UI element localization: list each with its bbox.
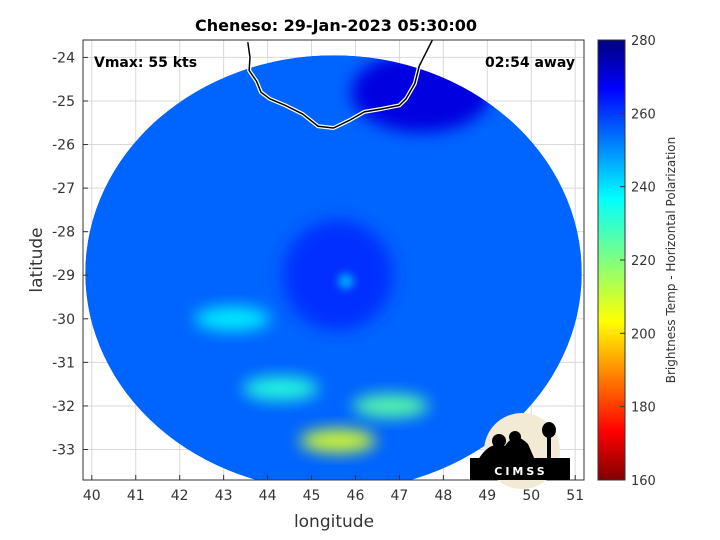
colorbar-label: Brightness Temp - Horizontal Polarizatio… — [664, 137, 678, 384]
y-axis-ticks: -24 -25 -26 -27 -28 -29 -30 -31 -32 -33 — [52, 50, 88, 459]
x-tick-label: 47 — [391, 488, 409, 504]
rainband — [352, 393, 429, 418]
colorbar: 160 180 200 220 240 260 280 Brightness Temp - … — [597, 34, 678, 489]
cimss-logo: CIMSS — [470, 413, 570, 489]
plot-frame — [82, 39, 585, 481]
logo-text: CIMSS — [494, 465, 547, 478]
x-tick-label: 46 — [347, 488, 365, 504]
rainband — [194, 306, 271, 331]
y-tick-label: -31 — [52, 355, 75, 371]
y-tick-label: -27 — [52, 181, 75, 197]
colorbar-tick-label: 260 — [631, 107, 656, 122]
colorbar-ticks: 160 180 200 220 240 260 280 — [620, 34, 656, 489]
colorbar-tick-label: 220 — [631, 254, 656, 269]
x-tick-label: 51 — [566, 488, 584, 504]
y-tick-label: -29 — [52, 268, 75, 284]
x-tick-label: 44 — [259, 488, 277, 504]
x-axis-ticks: 40 41 42 43 44 45 46 47 48 49 50 51 — [83, 475, 584, 504]
rainband — [242, 376, 319, 401]
eyewall-region — [282, 220, 393, 331]
x-tick-label: 40 — [83, 488, 101, 504]
y-tick-label: -28 — [52, 225, 75, 241]
x-tick-label: 49 — [478, 488, 496, 504]
colorbar-tick-label: 240 — [631, 181, 656, 196]
x-axis-label: longitude — [294, 512, 374, 532]
x-tick-label: 50 — [522, 488, 540, 504]
y-tick-label: -32 — [52, 399, 75, 415]
x-tick-label: 42 — [171, 488, 189, 504]
colorbar-tick-label: 200 — [631, 327, 656, 342]
y-tick-label: -33 — [52, 443, 75, 459]
eye-warm-spot — [337, 273, 354, 290]
colorbar-tick-label: 180 — [631, 401, 656, 416]
y-tick-label: -30 — [52, 312, 75, 328]
time-away-annotation: 02:54 away — [485, 55, 575, 71]
swath-field — [85, 55, 582, 480]
y-tick-label: -26 — [52, 138, 75, 154]
y-tick-label: -25 — [52, 94, 75, 110]
x-tick-label: 45 — [303, 488, 321, 504]
rainband — [299, 428, 376, 453]
chart-title: Cheneso: 29-Jan-2023 05:30:00 — [195, 16, 477, 35]
y-tick-label: -24 — [52, 50, 75, 66]
coastline — [247, 40, 434, 129]
colorbar-tick-label: 160 — [631, 474, 656, 489]
x-tick-label: 41 — [127, 488, 145, 504]
x-tick-label: 48 — [434, 488, 452, 504]
x-tick-label: 43 — [215, 488, 233, 504]
colorbar-tick-label: 280 — [631, 34, 656, 49]
y-axis-label: latitude — [27, 227, 47, 292]
vmax-annotation: Vmax: 55 kts — [94, 55, 197, 71]
